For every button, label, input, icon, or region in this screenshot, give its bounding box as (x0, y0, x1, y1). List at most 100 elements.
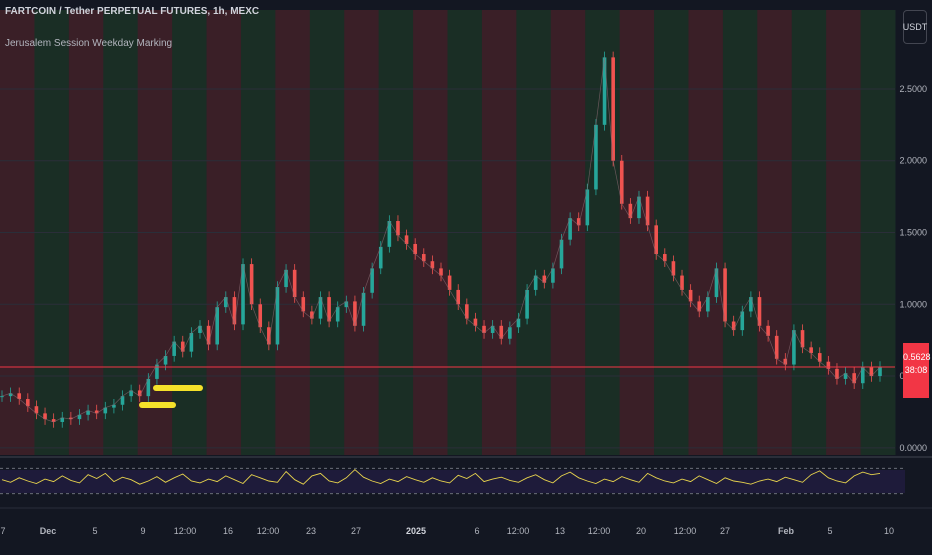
x-tick-label: 5 (827, 526, 832, 536)
candle-body (0, 396, 4, 398)
x-tick-label: 16 (223, 526, 233, 536)
candle-body (723, 268, 727, 322)
candle-body (439, 268, 443, 276)
candle-body (129, 390, 133, 397)
candle-body (654, 225, 658, 255)
candle-body (809, 347, 813, 354)
x-tick-label: 9 (140, 526, 145, 536)
candle-body (465, 304, 469, 319)
candle-body (508, 327, 512, 339)
candle-body (585, 189, 590, 226)
candle-body (645, 196, 650, 226)
x-tick-label: 27 (351, 526, 361, 536)
candle-body (378, 246, 383, 269)
candle-body (137, 390, 142, 397)
x-tick-label: Dec (40, 526, 57, 536)
y-tick-label: 1.5000 (899, 228, 927, 238)
candle-body (774, 335, 779, 359)
highlight-marks (139, 385, 203, 408)
candle-body (731, 321, 736, 331)
candle-body (292, 269, 297, 298)
candle-body (533, 275, 538, 290)
x-tick-label: 20 (636, 526, 646, 536)
candle-body (103, 407, 108, 414)
rsi-band (0, 470, 905, 493)
x-tick-label: 12:00 (674, 526, 697, 536)
candle-body (34, 406, 39, 414)
x-tick-label: 12:00 (507, 526, 530, 536)
candle-body (594, 124, 598, 190)
candle-body (499, 325, 504, 339)
candle-body (335, 307, 340, 322)
candle-body (180, 341, 185, 352)
candle-body (361, 292, 366, 326)
candle-body (628, 203, 633, 219)
candle-body (69, 417, 73, 420)
grid-lines (0, 88, 895, 449)
candle-body (318, 297, 323, 319)
candle-body (267, 327, 271, 345)
candle-body (112, 404, 116, 408)
candle-body (680, 275, 684, 290)
candle-body (757, 297, 762, 326)
candle-body (327, 297, 331, 322)
candle-body (792, 330, 796, 365)
candle-body (430, 261, 435, 269)
candle-body (8, 393, 13, 397)
candle-body (86, 410, 90, 415)
candle-body (51, 419, 56, 422)
rsi-pane (0, 456, 932, 506)
candle-body (706, 297, 710, 312)
candle-body (525, 289, 529, 319)
candle-body (482, 325, 486, 333)
candle-body (60, 417, 65, 422)
x-tick-label: 12:00 (174, 526, 197, 536)
candle-body (77, 414, 82, 420)
candle-body (740, 311, 745, 331)
candle-body (611, 57, 615, 161)
time-axis[interactable]: 7 Dec 5 9 12:00 16 12:00 23 27 2025 6 12:00 13 12:00 2… (0, 507, 932, 536)
candle-body (275, 287, 280, 345)
candle-body (447, 275, 452, 290)
candle-body (120, 396, 125, 405)
highlight-mark (139, 402, 176, 408)
candle-body (206, 325, 211, 345)
x-tick-label: 7 (0, 526, 5, 536)
candle-body (215, 307, 219, 345)
highlight-mark (153, 385, 203, 391)
countdown-value: 38:08 (904, 365, 928, 375)
currency-button[interactable]: USDT (903, 10, 927, 44)
candle-body (473, 318, 478, 326)
candle-body (637, 196, 641, 219)
x-tick-label: 13 (555, 526, 565, 536)
candle-body (835, 368, 839, 379)
candle-body (198, 325, 202, 333)
candle-body (783, 358, 788, 365)
chart-title-top: FARTCOIN / Tether PERPETUAL FUTURES, 1h,… (5, 6, 259, 17)
candle-body (189, 332, 194, 352)
candle-body (826, 361, 831, 369)
candle-body (619, 160, 624, 204)
x-tick-label: 5 (92, 526, 97, 536)
chart-title-text: FARTCOIN / Tether PERPETUAL FUTURES, 1h,… (5, 6, 260, 17)
x-tick-label: 12:00 (588, 526, 611, 536)
y-tick-label: 2.0000 (899, 156, 927, 166)
candle-body (490, 325, 495, 333)
candle-body (800, 330, 805, 348)
price-path (1, 57, 881, 423)
candle-body (878, 367, 882, 377)
x-tick-label: 2025 (406, 526, 426, 536)
last-price-value: 0.5628 (903, 352, 931, 362)
candle-body (404, 235, 409, 244)
candle-body (843, 373, 848, 379)
x-tick-label: 10 (884, 526, 894, 536)
candle-body (542, 275, 547, 283)
candle-body (258, 304, 263, 328)
candle-body (370, 268, 374, 293)
candle-body (697, 301, 702, 312)
rsi-line (1, 468, 881, 485)
price-series (0, 51, 882, 428)
candle-body (146, 378, 151, 397)
